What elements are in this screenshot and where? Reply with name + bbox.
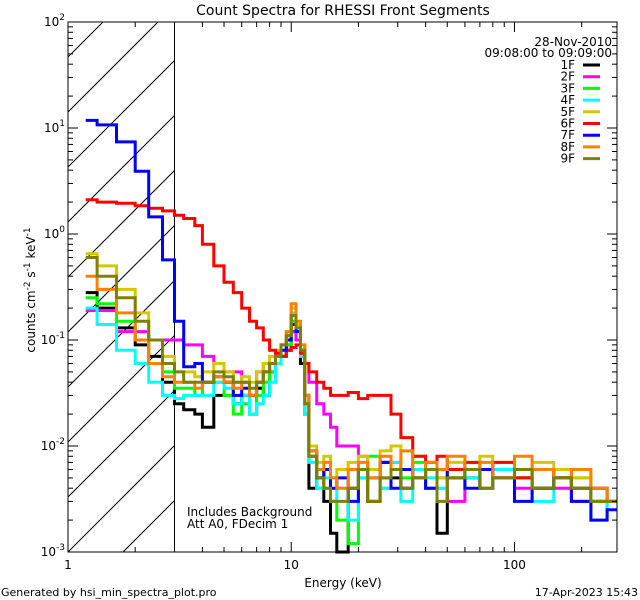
y-tick-label: 10-3 bbox=[41, 543, 65, 559]
legend-label-4F: 4F bbox=[560, 93, 575, 107]
legend-label-1F: 1F bbox=[560, 58, 575, 72]
series-1F bbox=[85, 291, 617, 554]
hatch-line bbox=[67, 170, 175, 278]
legend-label-3F: 3F bbox=[560, 81, 575, 95]
series-2F bbox=[85, 309, 617, 503]
y-tick-label: 10-2 bbox=[41, 437, 65, 453]
hatch-line bbox=[67, 21, 159, 113]
legend: 28-Nov-2010 09:08:00 to 09:09:00 1F2F3F4… bbox=[485, 35, 612, 166]
legend-label-6F: 6F bbox=[560, 117, 575, 131]
annotation-background: Includes Background bbox=[187, 505, 312, 519]
x-tick-label: 100 bbox=[503, 558, 526, 572]
hatch-line bbox=[122, 500, 175, 553]
footer-generated-by: Generated by hsi_min_spectra_plot.pro bbox=[1, 586, 217, 599]
y-tick-label: 10-1 bbox=[41, 331, 65, 347]
plot-frame bbox=[67, 21, 618, 553]
y-tick-label: 100 bbox=[44, 225, 65, 241]
hatch-line bbox=[67, 115, 175, 223]
hatch-line bbox=[67, 335, 175, 443]
x-axis-label: Energy (keV) bbox=[304, 576, 381, 590]
x-tick-label: 1 bbox=[64, 558, 72, 572]
legend-label-7F: 7F bbox=[560, 128, 575, 142]
x-tick-label: 10 bbox=[284, 558, 299, 572]
y-tick-label: 102 bbox=[44, 13, 65, 29]
hatch-line bbox=[67, 280, 175, 388]
legend-time-range: 09:08:00 to 09:09:00 bbox=[485, 46, 612, 60]
footer-timestamp: 17-Apr-2023 15:43 bbox=[535, 586, 638, 599]
y-axis-label: counts cm-2 s-1 keV-1 bbox=[23, 227, 38, 352]
legend-label-2F: 2F bbox=[560, 70, 575, 84]
hatch-line bbox=[67, 390, 175, 498]
legend-label-9F: 9F bbox=[560, 152, 575, 166]
annotation-attenuator: Att A0, FDecim 1 bbox=[187, 517, 288, 531]
legend-label-8F: 8F bbox=[560, 140, 575, 154]
series-9F bbox=[85, 256, 617, 503]
series-8F bbox=[85, 274, 617, 503]
hatched-region bbox=[67, 21, 176, 553]
axes: 1 10 100 10-3 10-2 10-1 100 101 102 bbox=[41, 13, 618, 572]
hatch-line bbox=[67, 21, 104, 58]
series-7F bbox=[85, 118, 617, 522]
chart-title: Count Spectra for RHESSI Front Segments bbox=[196, 3, 490, 19]
y-tick-label: 101 bbox=[44, 119, 65, 135]
legend-label-5F: 5F bbox=[560, 105, 575, 119]
series-6F bbox=[85, 198, 617, 503]
legend-date: 28-Nov-2010 bbox=[534, 35, 612, 49]
series-3F bbox=[85, 296, 617, 546]
hatch-line bbox=[67, 225, 175, 333]
series-group bbox=[85, 118, 617, 554]
hatch-line bbox=[67, 60, 175, 168]
hatch-line bbox=[67, 445, 175, 553]
